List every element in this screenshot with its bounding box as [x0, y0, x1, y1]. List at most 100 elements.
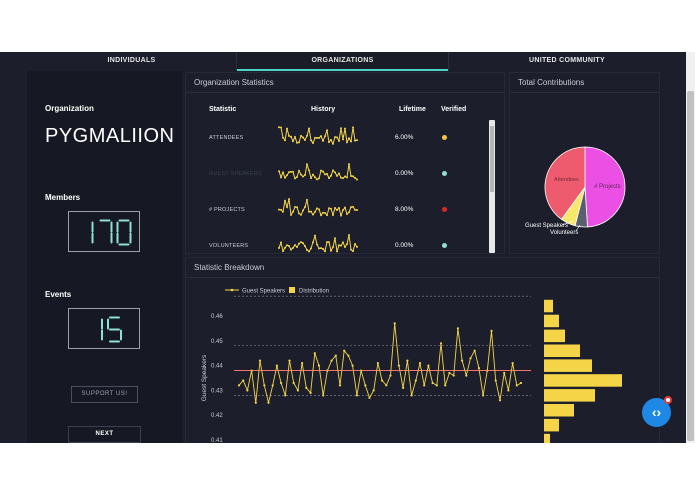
events-label: Events — [45, 290, 72, 299]
verified-indicator — [442, 207, 447, 212]
tab-united-community[interactable]: UNITED COMMUNITY — [529, 57, 605, 64]
series-point — [465, 374, 468, 377]
panel-title: Total Contributions — [518, 78, 585, 87]
panel-title: Organization Statistics — [194, 78, 274, 87]
stat-lifetime: 0.00% — [395, 170, 414, 177]
events-lcd-digits — [101, 316, 122, 343]
series-point — [271, 384, 274, 387]
contributions-pie-chart: # Projects Attendees Guest SpeakersVolunte… — [525, 146, 626, 236]
series-point — [511, 362, 514, 365]
series-point — [393, 322, 396, 325]
series-point — [267, 401, 270, 404]
series-point — [490, 329, 493, 332]
stat-row[interactable]: VOLUNTEERS 0.00% — [186, 231, 486, 259]
series-point — [461, 359, 464, 362]
series-point — [242, 379, 245, 382]
stats-scrollbar[interactable] — [489, 120, 495, 253]
series-point — [309, 391, 312, 394]
series-point — [397, 364, 400, 367]
series-point — [427, 364, 430, 367]
series-point — [237, 384, 241, 387]
series-point — [410, 394, 413, 397]
legend-bar-swatch — [289, 287, 295, 293]
history-sparkline — [278, 126, 358, 146]
series-point — [246, 389, 249, 392]
distribution-bar — [544, 374, 622, 387]
series-point — [402, 386, 405, 389]
series-point — [406, 359, 409, 362]
distribution-bar — [544, 299, 553, 313]
next-button[interactable]: NEXT — [68, 426, 141, 443]
series-point — [301, 362, 304, 365]
distribution-bar — [544, 418, 559, 432]
series-point — [482, 394, 485, 397]
series-point — [494, 379, 497, 382]
verified-indicator — [442, 135, 447, 140]
distribution-bar — [544, 359, 592, 372]
series-point — [254, 401, 257, 404]
left-margin — [0, 52, 27, 443]
col-verified: Verified — [441, 106, 467, 113]
series-point — [444, 384, 447, 387]
pie-slice[interactable] — [584, 146, 626, 228]
distribution-bar — [544, 329, 565, 343]
series-point — [507, 389, 510, 392]
series-point — [503, 371, 506, 375]
stat-name: GUEST SPEAKERS — [209, 171, 262, 177]
y-tick-label: 0.42 — [211, 413, 223, 419]
series-point — [322, 394, 325, 397]
stats-scroll-thumb[interactable] — [490, 126, 494, 192]
stat-row[interactable]: # PROJECTS 8.00% — [186, 195, 486, 223]
series-point — [313, 352, 316, 355]
dashboard-frame: INDIVIDUALS ORGANIZATIONS UNITED COMMUNI… — [0, 52, 695, 443]
series-point — [515, 384, 518, 387]
series-point — [250, 369, 253, 372]
series-point — [263, 384, 266, 387]
members-label: Members — [45, 193, 81, 202]
distribution-bar — [544, 314, 559, 328]
page-scrollbar[interactable] — [686, 52, 695, 443]
series-point — [305, 386, 308, 389]
series-point — [519, 381, 523, 385]
page-scroll-thumb[interactable] — [687, 91, 694, 441]
legend-distribution: Distribution — [299, 289, 329, 295]
stat-row[interactable]: GUEST SPEAKERS 0.00% — [186, 159, 486, 187]
series-point — [435, 384, 438, 387]
support-us-button[interactable]: SUPPORT US! — [71, 386, 138, 403]
legend-guest-speakers: Guest Speakers — [242, 289, 285, 295]
series-point — [486, 369, 489, 372]
series-point — [326, 369, 329, 372]
series-point — [439, 342, 443, 345]
series-point — [280, 381, 283, 385]
events-counter — [68, 308, 140, 349]
series-point — [343, 349, 346, 352]
series-point — [364, 384, 367, 387]
series-point — [334, 354, 337, 357]
y-tick-label: 0.43 — [211, 388, 223, 394]
distribution-bar — [544, 389, 595, 402]
tab-organizations[interactable]: ORGANIZATIONS — [237, 52, 448, 71]
panel-title: Statistic Breakdown — [194, 263, 265, 272]
series-point — [389, 374, 392, 377]
series-point — [473, 349, 476, 352]
series-point — [355, 394, 358, 397]
pie-label-guest-speakers: Guest Speakers — [525, 223, 568, 229]
pie-slice[interactable] — [544, 146, 586, 220]
stat-row[interactable]: ATTENDEES 6.00% — [186, 123, 486, 151]
tab-individuals[interactable]: INDIVIDUALS — [107, 57, 156, 64]
y-axis-label: Guest Speakers — [201, 354, 208, 401]
series-point — [288, 359, 291, 362]
series-point — [330, 359, 333, 362]
series-point — [296, 389, 299, 392]
col-history: History — [311, 106, 336, 113]
pie-label-attendees: Attendees — [554, 177, 579, 183]
organization-label: Organization — [45, 104, 94, 113]
history-sparkline — [278, 198, 358, 218]
notification-badge — [664, 396, 672, 404]
pie-label-volunteers: Volunteers — [550, 230, 578, 236]
breakdown-chart: Guest Speakers Distribution Guest Speakers… — [201, 287, 622, 443]
verified-indicator — [442, 171, 447, 176]
distribution-bar — [544, 404, 574, 417]
sidebar: Organization PYGMALIION Members Events S… — [27, 71, 182, 443]
stat-name: VOLUNTEERS — [209, 243, 249, 249]
